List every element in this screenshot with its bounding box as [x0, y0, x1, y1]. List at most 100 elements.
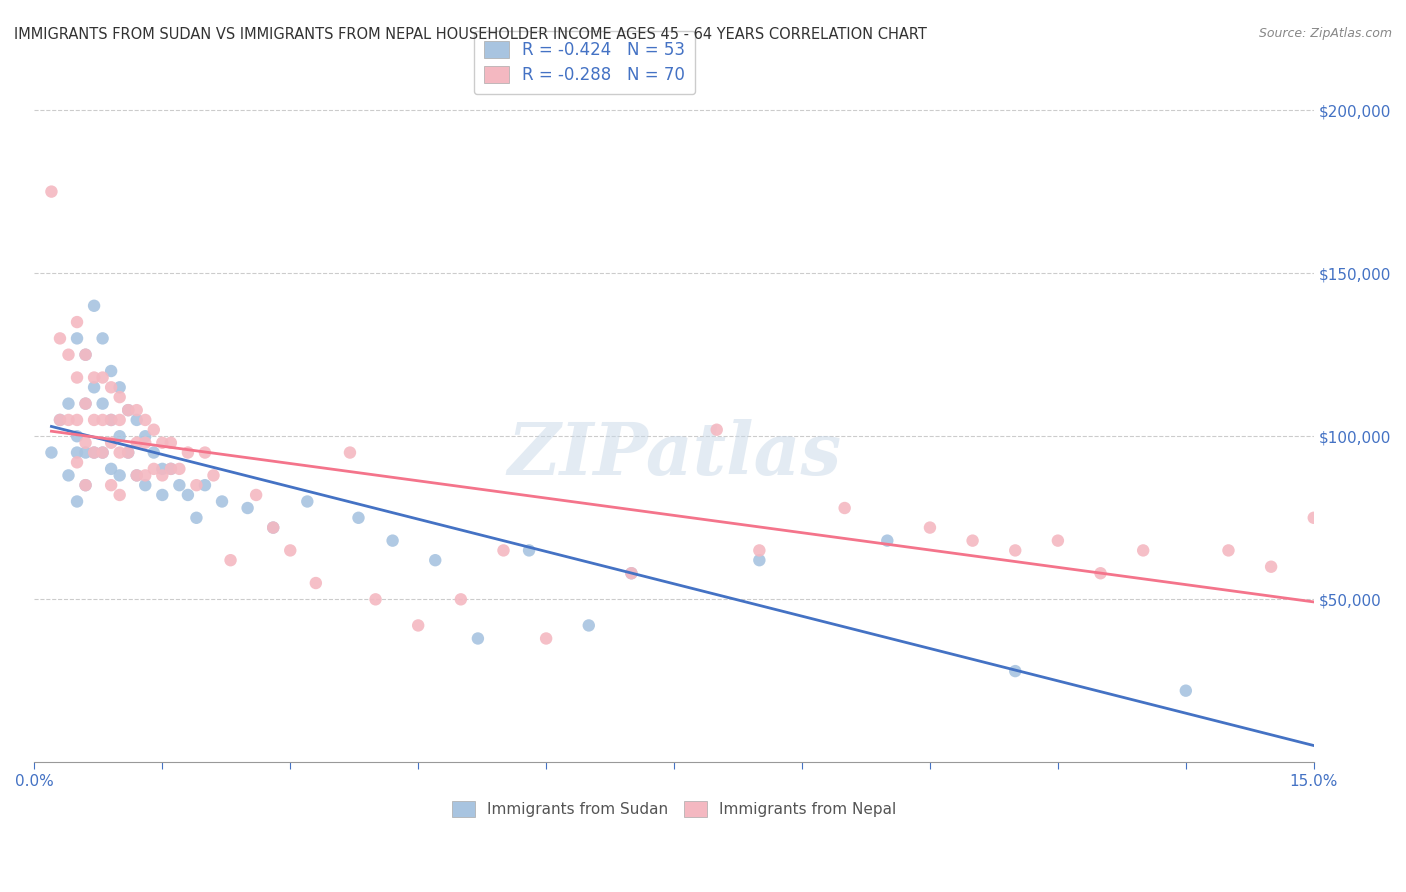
Point	[75, 435, 97, 450]
Point	[297, 494, 319, 508]
Point	[834, 501, 856, 516]
Point	[117, 403, 139, 417]
Text: Source: ZipAtlas.com: Source: ZipAtlas.com	[1258, 27, 1392, 40]
Point	[108, 429, 131, 443]
Point	[186, 478, 208, 492]
Point	[467, 632, 489, 646]
Point	[83, 380, 105, 394]
Text: ZIPatlas: ZIPatlas	[508, 418, 841, 490]
Point	[117, 403, 139, 417]
Point	[108, 445, 131, 459]
Point	[1004, 543, 1026, 558]
Point	[962, 533, 984, 548]
Point	[517, 543, 540, 558]
Point	[83, 445, 105, 459]
Point	[125, 435, 148, 450]
Point	[876, 533, 898, 548]
Point	[117, 445, 139, 459]
Point	[142, 445, 165, 459]
Point	[134, 435, 156, 450]
Point	[177, 488, 200, 502]
Point	[1218, 543, 1240, 558]
Point	[83, 370, 105, 384]
Legend: Immigrants from Sudan, Immigrants from Nepal: Immigrants from Sudan, Immigrants from N…	[446, 795, 903, 823]
Point	[100, 364, 122, 378]
Point	[66, 455, 89, 469]
Point	[194, 478, 217, 492]
Point	[578, 618, 600, 632]
Point	[66, 370, 89, 384]
Point	[169, 478, 191, 492]
Point	[49, 413, 72, 427]
Point	[211, 494, 233, 508]
Point	[66, 413, 89, 427]
Point	[134, 478, 156, 492]
Point	[100, 413, 122, 427]
Point	[142, 462, 165, 476]
Point	[160, 435, 183, 450]
Point	[134, 468, 156, 483]
Point	[83, 413, 105, 427]
Point	[150, 468, 173, 483]
Point	[75, 396, 97, 410]
Point	[706, 423, 728, 437]
Point	[41, 445, 63, 459]
Point	[75, 478, 97, 492]
Point	[108, 390, 131, 404]
Point	[58, 413, 80, 427]
Point	[91, 331, 114, 345]
Point	[134, 429, 156, 443]
Point	[49, 413, 72, 427]
Point	[125, 413, 148, 427]
Point	[41, 185, 63, 199]
Point	[219, 553, 242, 567]
Point	[492, 543, 515, 558]
Point	[108, 468, 131, 483]
Point	[125, 403, 148, 417]
Point	[748, 543, 770, 558]
Point	[194, 445, 217, 459]
Point	[75, 396, 97, 410]
Point	[245, 488, 267, 502]
Point	[117, 445, 139, 459]
Point	[150, 435, 173, 450]
Point	[100, 435, 122, 450]
Point	[262, 520, 284, 534]
Point	[75, 478, 97, 492]
Point	[91, 413, 114, 427]
Point	[1174, 683, 1197, 698]
Point	[169, 462, 191, 476]
Point	[1302, 510, 1324, 524]
Point	[100, 462, 122, 476]
Point	[83, 445, 105, 459]
Point	[620, 566, 643, 581]
Point	[58, 348, 80, 362]
Point	[75, 348, 97, 362]
Point	[160, 462, 183, 476]
Point	[100, 413, 122, 427]
Point	[339, 445, 361, 459]
Point	[186, 510, 208, 524]
Point	[406, 618, 429, 632]
Point	[748, 553, 770, 567]
Point	[125, 468, 148, 483]
Point	[150, 462, 173, 476]
Point	[142, 423, 165, 437]
Point	[1090, 566, 1112, 581]
Point	[347, 510, 370, 524]
Point	[100, 380, 122, 394]
Point	[75, 348, 97, 362]
Point	[66, 429, 89, 443]
Point	[160, 462, 183, 476]
Point	[91, 445, 114, 459]
Point	[66, 331, 89, 345]
Point	[425, 553, 447, 567]
Point	[100, 478, 122, 492]
Point	[91, 396, 114, 410]
Point	[91, 445, 114, 459]
Point	[58, 396, 80, 410]
Point	[534, 632, 557, 646]
Point	[381, 533, 404, 548]
Point	[83, 299, 105, 313]
Point	[66, 494, 89, 508]
